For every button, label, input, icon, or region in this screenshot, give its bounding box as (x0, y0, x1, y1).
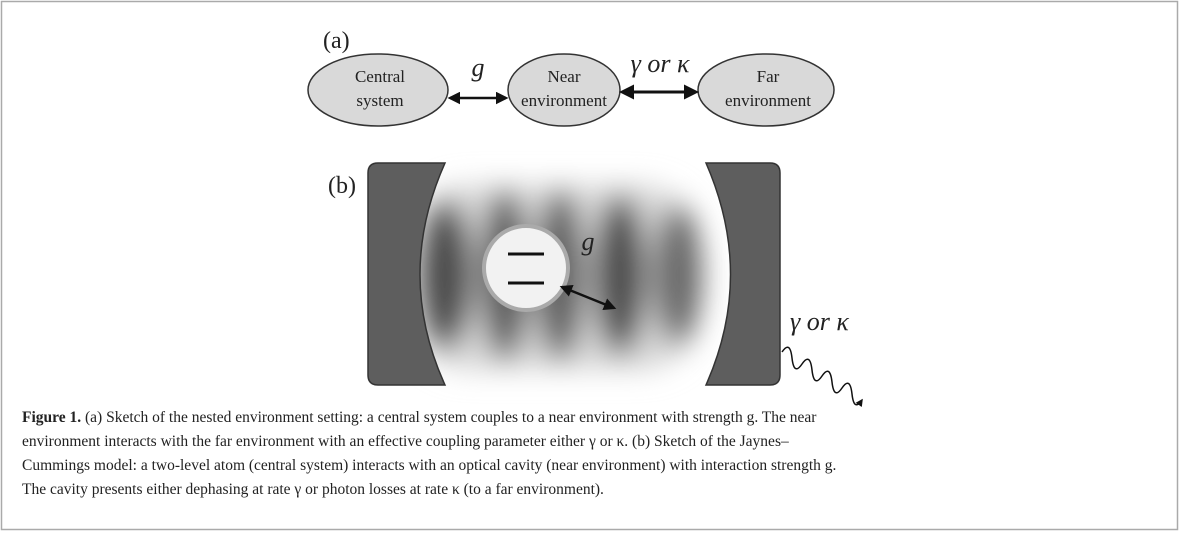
node-label: system (356, 91, 403, 110)
caption-line: Cummings model: a two-level atom (centra… (22, 457, 836, 474)
node-label: environment (521, 91, 607, 110)
node-label: Central (355, 67, 405, 86)
caption-label: Figure 1. (22, 409, 81, 426)
caption-line: The cavity presents either dephasing at … (22, 481, 604, 498)
arrow (559, 284, 617, 311)
photon (781, 346, 863, 408)
node (507, 53, 621, 127)
mirror (367, 162, 447, 386)
caption-line: Figure 1. (a) Sketch of the nested envir… (22, 409, 817, 426)
edge-label: g (472, 53, 485, 82)
loss-label: γ or κ (790, 307, 849, 336)
coupling-label: g (582, 227, 595, 256)
node (697, 53, 835, 127)
node-label: environment (725, 91, 811, 110)
mirror (704, 162, 781, 386)
caption-line: environment interacts with the far envir… (22, 433, 789, 450)
edge-label: γ or κ (631, 49, 690, 78)
node-label: Near (547, 67, 580, 86)
panel-label: (a) (323, 28, 350, 54)
node (307, 53, 449, 127)
node-label: Far (757, 67, 780, 86)
caption-text: (a) Sketch of the nested environment set… (85, 409, 817, 426)
atom (482, 224, 570, 312)
panel-label: (b) (328, 173, 356, 199)
